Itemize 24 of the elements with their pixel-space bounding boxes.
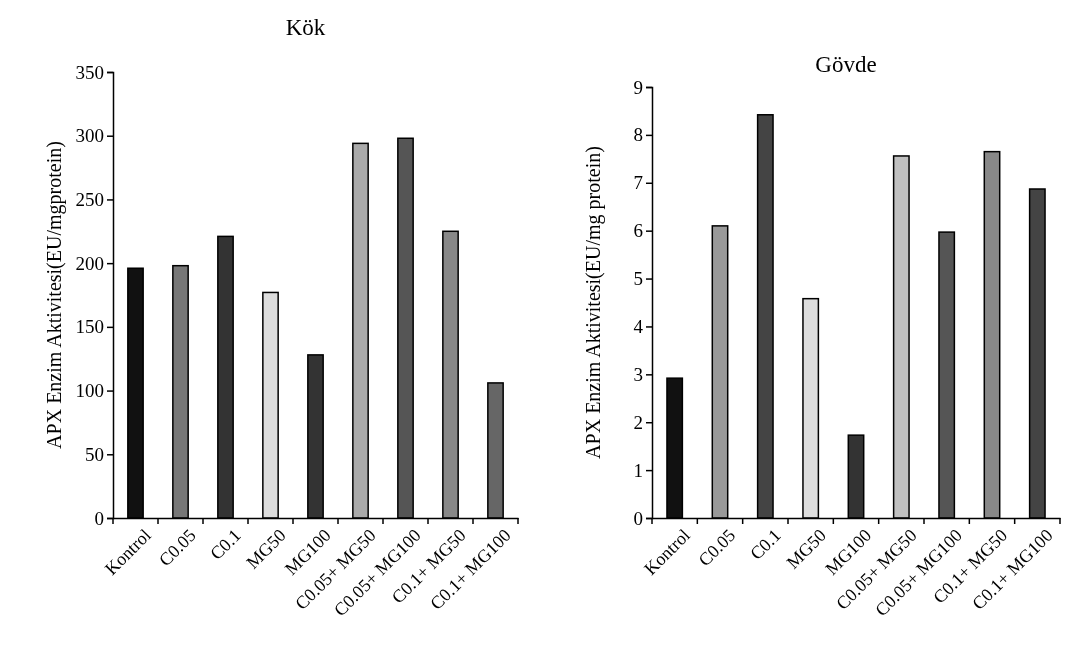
y-tick-label: 5 xyxy=(633,268,643,290)
y-tick-label: 350 xyxy=(75,61,104,83)
y-tick-label: 7 xyxy=(633,172,643,194)
x-tick-label: C0.1 xyxy=(206,525,245,564)
y-axis-title: APX Enzim Aktivitesi(EU/mg protein) xyxy=(582,146,605,459)
y-tick-label: 8 xyxy=(633,124,643,146)
y-tick-label: 200 xyxy=(75,252,104,274)
y-tick-label: 3 xyxy=(633,363,643,385)
y-tick-label: 2 xyxy=(633,411,643,433)
y-tick-label: 0 xyxy=(633,507,643,529)
y-tick-label: 100 xyxy=(75,380,104,402)
y-tick-label: 250 xyxy=(75,189,104,211)
y-tick-label: 300 xyxy=(75,125,104,147)
y-tick-label: 9 xyxy=(633,76,643,98)
y-tick-label: 6 xyxy=(633,220,643,242)
y-tick-label: 150 xyxy=(75,316,104,338)
x-tick-label: C0.1 xyxy=(746,525,785,564)
y-tick-label: 50 xyxy=(85,443,104,465)
y-tick-label: 0 xyxy=(94,507,104,529)
y-axis-title: APX Enzim Aktivitesi(EU/mgprotein) xyxy=(43,141,66,449)
chart-title: Kök xyxy=(285,15,326,40)
y-tick-label: 1 xyxy=(633,459,643,481)
y-tick-label: 4 xyxy=(633,316,644,338)
chart-title: Gövde xyxy=(815,52,877,77)
